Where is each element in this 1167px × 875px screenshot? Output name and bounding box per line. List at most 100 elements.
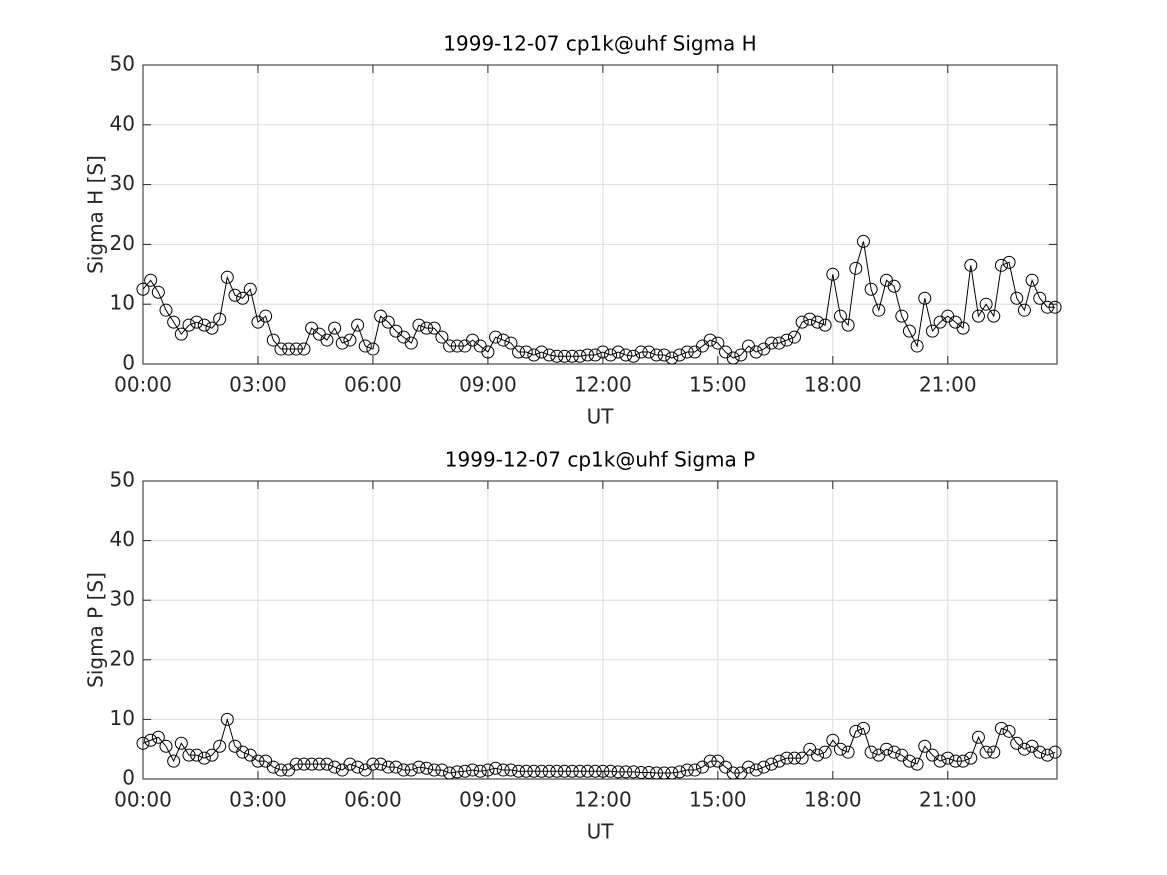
data-point	[328, 321, 342, 335]
data-point	[604, 764, 618, 778]
data-point	[611, 765, 625, 779]
data-point	[174, 327, 188, 341]
data-point	[627, 765, 641, 779]
data-point	[1048, 745, 1062, 759]
data-point	[366, 757, 380, 771]
data-point	[151, 285, 165, 299]
data-point	[343, 333, 357, 347]
data-point	[879, 742, 893, 756]
data-point	[335, 336, 349, 350]
data-point	[634, 345, 648, 359]
data-point	[1033, 291, 1047, 305]
data-point	[856, 721, 870, 735]
data-point	[251, 754, 265, 768]
data-point	[1010, 291, 1024, 305]
data-point	[818, 318, 832, 332]
data-point	[420, 321, 434, 335]
y-tick-label: 40	[110, 527, 135, 551]
data-point	[259, 309, 273, 323]
data-point	[711, 336, 725, 350]
data-point	[558, 764, 572, 778]
data-point	[573, 764, 587, 778]
data-point	[833, 742, 847, 756]
data-point	[489, 761, 503, 775]
x-tick-label: 00:00	[114, 373, 172, 397]
data-point	[657, 766, 671, 780]
y-axis-label: Sigma H [S]	[84, 155, 108, 274]
y-tick-label: 20	[110, 646, 135, 670]
data-point	[167, 754, 181, 768]
data-point	[803, 312, 817, 326]
y-tick-label: 20	[110, 231, 135, 255]
data-point	[197, 318, 211, 332]
data-point	[167, 315, 181, 329]
data-point	[833, 309, 847, 323]
data-point	[320, 757, 334, 771]
data-point	[841, 745, 855, 759]
data-point	[948, 754, 962, 768]
data-point	[374, 757, 388, 771]
data-point	[328, 760, 342, 774]
data-point	[841, 318, 855, 332]
data-point	[596, 764, 610, 778]
data-point	[864, 745, 878, 759]
data-point	[220, 712, 234, 726]
x-tick-label: 12:00	[574, 788, 632, 812]
data-point	[918, 291, 932, 305]
data-point	[1040, 300, 1054, 314]
data-point	[473, 764, 487, 778]
data-point	[289, 342, 303, 356]
data-point	[849, 261, 863, 275]
data-point	[1040, 748, 1054, 762]
data-point	[902, 324, 916, 338]
data-point	[274, 342, 288, 356]
data-point	[956, 754, 970, 768]
data-point	[450, 765, 464, 779]
data-point	[787, 751, 801, 765]
data-point	[435, 763, 449, 777]
x-tick-label: 03:00	[229, 788, 287, 812]
x-tick-label: 15:00	[689, 373, 747, 397]
data-point	[136, 282, 150, 296]
data-point	[987, 745, 1001, 759]
data-point	[772, 754, 786, 768]
data-point	[504, 763, 518, 777]
data-point	[381, 315, 395, 329]
data-point	[228, 288, 242, 302]
data-point	[910, 339, 924, 353]
data-point	[749, 345, 763, 359]
data-point	[243, 282, 257, 296]
data-point	[550, 764, 564, 778]
data-point	[1017, 303, 1031, 317]
data-point	[627, 349, 641, 363]
data-point	[964, 751, 978, 765]
data-point	[573, 349, 587, 363]
data-point	[849, 724, 863, 738]
data-point	[144, 733, 158, 747]
data-point	[312, 757, 326, 771]
data-point	[657, 348, 671, 362]
data-point	[550, 349, 564, 363]
data-point	[151, 730, 165, 744]
data-point	[588, 764, 602, 778]
data-point	[856, 234, 870, 248]
data-point	[780, 333, 794, 347]
data-point	[136, 736, 150, 750]
data-point	[742, 760, 756, 774]
data-point	[427, 763, 441, 777]
data-point	[159, 739, 173, 753]
y-tick-label: 50	[110, 52, 135, 76]
data-point	[496, 763, 510, 777]
data-point	[642, 765, 656, 779]
data-point	[182, 748, 196, 762]
data-point	[190, 748, 204, 762]
data-point	[305, 757, 319, 771]
data-point	[764, 336, 778, 350]
x-tick-label: 21:00	[919, 373, 977, 397]
data-point	[504, 336, 518, 350]
data-point	[1017, 742, 1031, 756]
data-point	[427, 321, 441, 335]
data-point	[527, 348, 541, 362]
data-point	[665, 351, 679, 365]
x-tick-label: 06:00	[344, 788, 402, 812]
